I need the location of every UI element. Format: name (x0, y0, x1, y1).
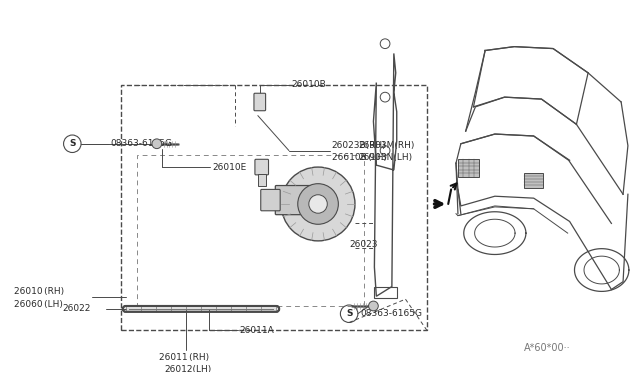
Text: 26022: 26022 (63, 304, 91, 313)
Bar (374, 286, 397, 298)
Text: 26023B(RH): 26023B(RH) (332, 141, 387, 150)
Bar (121, 86, 427, 330)
Text: 26010 (RH): 26010 (RH) (14, 287, 64, 296)
FancyBboxPatch shape (123, 306, 279, 312)
FancyBboxPatch shape (254, 93, 266, 111)
Circle shape (281, 167, 355, 241)
Text: 08363-6165G: 08363-6165G (361, 309, 423, 318)
Circle shape (369, 301, 378, 311)
Text: 08363-6165G: 08363-6165G (110, 139, 172, 148)
FancyBboxPatch shape (255, 159, 269, 175)
Text: 26060 (LH): 26060 (LH) (14, 299, 63, 308)
Bar (138, 155, 364, 306)
Text: A*60*00··: A*60*00·· (524, 343, 571, 353)
FancyBboxPatch shape (275, 186, 311, 215)
Text: 26903N(LH): 26903N(LH) (359, 153, 413, 162)
Text: S: S (69, 139, 76, 148)
Text: 26011A: 26011A (239, 326, 275, 335)
Circle shape (298, 184, 339, 224)
Circle shape (309, 195, 327, 213)
Text: 26023: 26023 (349, 240, 378, 249)
Bar (258, 174, 266, 186)
Text: S: S (346, 309, 353, 318)
Text: 26610B (LH): 26610B (LH) (332, 153, 387, 162)
FancyBboxPatch shape (260, 189, 280, 211)
Bar (524, 173, 543, 189)
Text: 26010E: 26010E (212, 163, 246, 171)
Text: 26010B: 26010B (291, 80, 326, 89)
Text: 26903M(RH): 26903M(RH) (359, 141, 415, 150)
Text: 26012(LH): 26012(LH) (164, 365, 212, 372)
Bar (458, 159, 479, 177)
Text: 26011 (RH): 26011 (RH) (159, 353, 209, 362)
Circle shape (152, 139, 162, 149)
